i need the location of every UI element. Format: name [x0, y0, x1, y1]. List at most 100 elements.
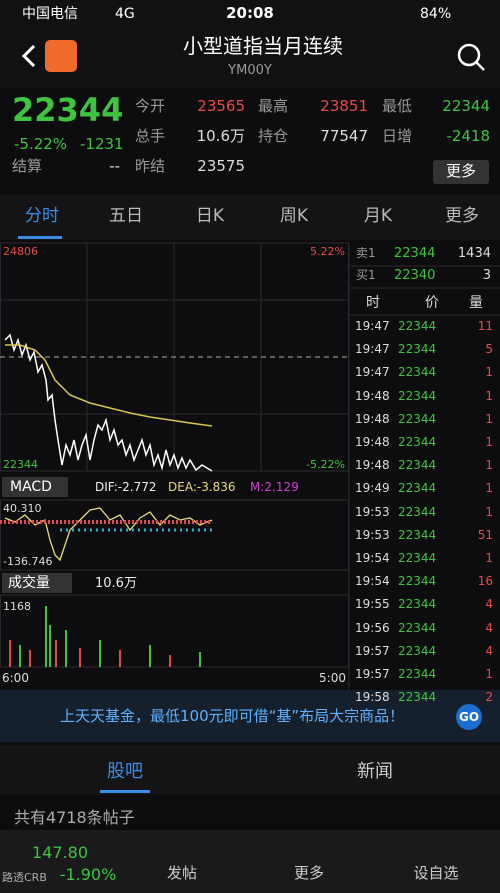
trade-price: 22344 — [398, 319, 437, 333]
field-value: 23851 — [320, 97, 368, 115]
chart-tab[interactable]: 五日 — [109, 206, 143, 226]
time-end: 5:00 — [319, 671, 346, 685]
trade-time: 19:49 — [355, 481, 390, 496]
trade-price: 22344 — [398, 435, 437, 449]
search-icon — [475, 61, 485, 71]
book-price: 22344 — [394, 246, 436, 261]
nav-item[interactable]: 设自选 — [413, 864, 459, 882]
trade-time: 19:48 — [355, 411, 390, 426]
macd-dea: DEA:-3.836 — [168, 480, 236, 494]
trade-qty: 1 — [485, 504, 493, 519]
section-tab[interactable]: 股吧 — [107, 761, 143, 782]
trade-time: 19:48 — [355, 435, 390, 449]
chart-tab[interactable]: 分时 — [25, 206, 59, 226]
page-title: 小型道指当月连续 — [183, 34, 343, 58]
macd-label-bg[interactable] — [2, 477, 68, 497]
macd-label-bg[interactable] — [2, 573, 72, 593]
field-value: 10.6万 — [196, 127, 245, 145]
trade-price: 22344 — [398, 388, 437, 403]
trade-time: 19:47 — [355, 365, 390, 380]
section-tab[interactable]: 新闻 — [357, 761, 393, 782]
field-value: -2418 — [446, 127, 490, 145]
field-value: 77547 — [320, 127, 368, 145]
more-button[interactable]: 更多 — [445, 162, 477, 180]
book-label: 买1 — [356, 268, 376, 282]
macd-top: 40.310 — [3, 502, 42, 515]
back-icon[interactable] — [21, 44, 36, 68]
trade-time: 19:48 — [355, 388, 390, 403]
field-label: 持仓 — [258, 127, 289, 145]
chart-tab[interactable]: 月K — [363, 206, 393, 226]
field-value: 22344 — [442, 97, 490, 115]
trade-qty: 1 — [485, 365, 493, 380]
field-value: 23575 — [197, 157, 245, 175]
index-name: 路透CRB — [2, 871, 47, 884]
trade-time: 19:55 — [355, 597, 390, 612]
price-line — [4, 333, 213, 472]
book-label: 卖1 — [356, 246, 376, 260]
trade-price: 22344 — [398, 411, 437, 426]
trade-header: 价 — [425, 295, 439, 311]
trade-price: 22344 — [398, 365, 437, 380]
trade-price: 22344 — [398, 458, 437, 473]
trade-qty: 1 — [485, 411, 493, 426]
trade-time: 19:57 — [355, 667, 390, 681]
trade-time: 19:54 — [355, 574, 390, 589]
section-underline — [100, 790, 150, 793]
trade-qty: 51 — [477, 527, 493, 542]
trade-time: 19:57 — [355, 643, 390, 658]
stock-code: YM00Y — [228, 63, 272, 78]
book-qty: 3 — [482, 268, 491, 283]
chart-frame — [0, 242, 500, 690]
trade-price: 22344 — [398, 667, 437, 681]
macd-label: MACD — [10, 479, 52, 495]
trade-price: 22344 — [398, 527, 437, 542]
trade-qty: 4 — [485, 597, 493, 612]
volume-total: 10.6万 — [95, 576, 137, 591]
trade-price: 22344 — [398, 574, 437, 589]
trade-qty: 5 — [485, 342, 493, 357]
trade-time: 19:53 — [355, 504, 390, 519]
trade-time: 19:56 — [355, 620, 390, 635]
chart-tab[interactable]: 周K — [279, 206, 309, 226]
network: 4G — [115, 6, 135, 22]
trade-time: 19:58 — [355, 690, 390, 705]
time-start: 6:00 — [2, 671, 29, 685]
banner-bg[interactable] — [0, 690, 500, 742]
banner-go-bg[interactable] — [456, 704, 482, 730]
last-price: 22344 — [12, 91, 124, 129]
field-label: 今开 — [135, 97, 166, 115]
field-value: -- — [109, 157, 120, 175]
field-label: 昨结 — [135, 157, 166, 175]
field-value: 23565 — [197, 97, 245, 115]
chart-tab[interactable]: 日K — [195, 206, 225, 226]
tab-bar-bg — [0, 195, 500, 240]
field-label: 总手 — [135, 127, 166, 145]
banner-text: 上天天基金，最低100元即可借“基”布局大宗商品！ — [60, 707, 405, 725]
average-line — [5, 344, 213, 427]
more-button-bg[interactable] — [433, 160, 489, 184]
tab-underline — [18, 236, 62, 239]
field-label: 最高 — [258, 97, 289, 115]
change-amount: -1231 — [80, 135, 124, 153]
trade-time: 19:47 — [355, 319, 390, 333]
post-count: 共有4718条帖子 — [14, 808, 135, 827]
search-icon[interactable] — [457, 43, 481, 67]
volume-max: 1168 — [3, 600, 31, 613]
trade-price: 22344 — [398, 690, 437, 705]
banner-go: GO — [458, 710, 480, 724]
field-label: 结算 — [12, 157, 43, 175]
nav-item[interactable]: 更多 — [293, 864, 325, 882]
chart-tab[interactable]: 更多 — [445, 206, 479, 226]
field-label: 最低 — [382, 97, 413, 115]
axis-bottom-pct: -5.22% — [306, 458, 345, 471]
axis-top-pct: 5.22% — [310, 245, 345, 258]
nav-item[interactable]: 发帖 — [166, 864, 198, 882]
macd-m: M:2.129 — [250, 480, 299, 494]
field-label: 日增 — [382, 127, 413, 145]
index-value: 147.80 — [32, 843, 88, 862]
trade-qty: 4 — [485, 620, 493, 635]
trade-qty: 4 — [485, 643, 493, 658]
